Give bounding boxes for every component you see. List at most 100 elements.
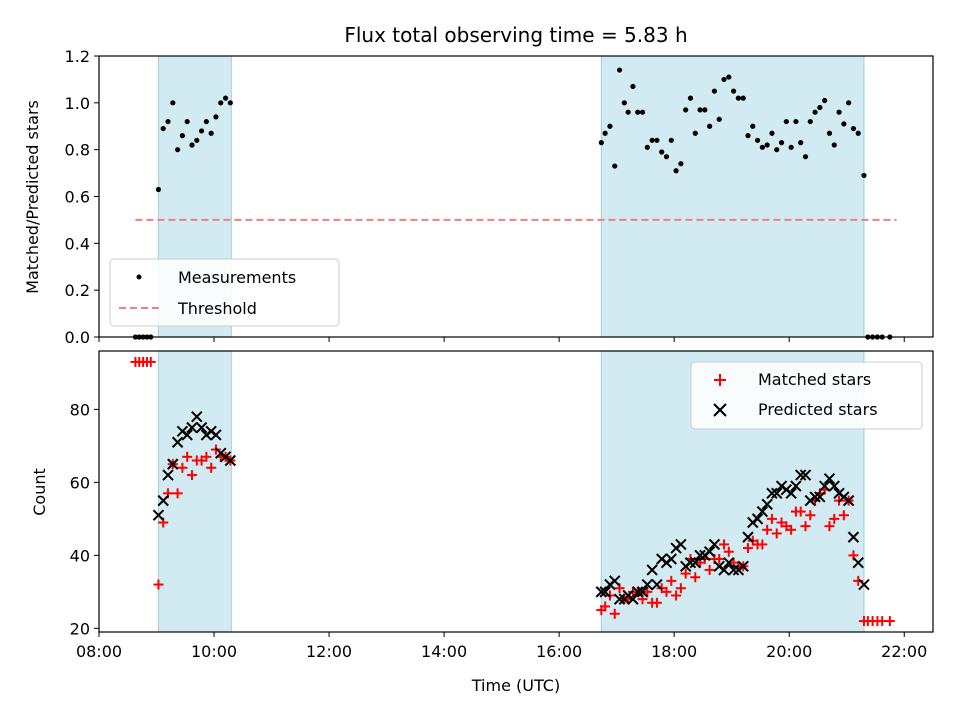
measurement-point (170, 100, 176, 106)
measurement-point (184, 118, 190, 125)
predicted-star-point (708, 538, 721, 551)
y-tick-label: 1.0 (65, 94, 90, 113)
bottom-y-axis-label: Count (30, 468, 49, 516)
measurement-point (759, 144, 765, 150)
predicted-star-point (689, 556, 701, 569)
measurement-point (621, 100, 627, 106)
measurement-point (764, 142, 770, 148)
matched-star-point (723, 546, 734, 557)
y-tick-label: 0.4 (65, 234, 90, 253)
measurement-point (683, 107, 689, 113)
measurement-point (198, 128, 205, 134)
predicted-star-point (751, 513, 764, 525)
measurement-point (179, 133, 185, 139)
y-tick-label: 0.6 (65, 188, 90, 207)
chart-title: Flux total observing time = 5.83 h (344, 23, 687, 47)
measurement-point (778, 140, 785, 146)
predicted-star-point (195, 421, 208, 434)
measurement-point (175, 147, 181, 153)
predicted-star-point (771, 487, 783, 500)
measurement-point (692, 130, 698, 136)
bottom-y-ticks: 20 40 60 80 (70, 400, 99, 638)
measurement-point (726, 74, 732, 80)
matched-star-point (771, 528, 782, 539)
predicted-star-point (737, 560, 749, 573)
predicted-star-point (627, 593, 639, 605)
predicted-star-point (742, 531, 754, 543)
predicted-star-point (723, 556, 735, 569)
measurement-point (616, 67, 623, 73)
matched-star-point (186, 470, 197, 481)
predicted-star-point (842, 494, 855, 507)
predicted-star-point (858, 578, 870, 591)
measurement-point (218, 100, 224, 106)
legend-threshold-label: Threshold (177, 299, 257, 318)
matched-star-point (766, 513, 777, 524)
measurement-point (598, 140, 604, 146)
measurement-point (155, 186, 162, 193)
measurement-point (826, 130, 833, 136)
matched-star-point (714, 554, 725, 565)
matched-star-point (651, 597, 662, 608)
y-tick-label: 60 (70, 473, 90, 492)
measurement-point (189, 142, 195, 148)
predicted-star-point (609, 575, 621, 587)
matched-star-point (704, 564, 715, 575)
matched-star-point (884, 616, 895, 627)
predicted-star-point (828, 480, 840, 492)
measurement-point (721, 76, 727, 83)
measurement-point (807, 118, 813, 125)
predicted-star-point (718, 564, 730, 576)
measurement-point (798, 140, 804, 146)
top-y-ticks: 0.0 0.2 0.4 0.6 0.8 1.0 1.2 (65, 47, 99, 347)
y-tick-label: 0.8 (65, 141, 90, 160)
measurement-point (659, 149, 665, 155)
matched-star-point (757, 539, 768, 550)
measurement-point (697, 107, 703, 113)
measurement-point (668, 137, 674, 143)
predicted-star-point (641, 578, 654, 591)
measurement-point (841, 121, 847, 127)
predicted-star-point (632, 586, 644, 598)
bottom-x-ticks: 08:00 10:00 12:00 14:00 16:00 18:00 20:00 22:00 (76, 632, 927, 661)
measurement-point (663, 154, 670, 160)
matched-star-point (786, 524, 797, 535)
matched-star-point (829, 513, 840, 524)
predicted-star-point (191, 410, 203, 423)
y-tick-label: 20 (70, 619, 90, 638)
predicted-star-point (636, 586, 649, 598)
matched-star-point (675, 583, 686, 594)
legend-measurements-marker (136, 274, 142, 280)
measurement-point (822, 97, 828, 104)
bottom-plot-frame (98, 350, 934, 633)
measurement-point (707, 123, 713, 129)
measurement-point (635, 109, 641, 115)
predicted-star-point (675, 538, 687, 551)
measurement-point (165, 118, 171, 125)
measurement-point (769, 130, 775, 136)
measurement-point (750, 123, 756, 129)
measurement-point (612, 163, 618, 169)
matched-star-point (805, 510, 816, 521)
measurement-point (203, 118, 209, 125)
matched-star-point (153, 579, 164, 590)
y-tick-label: 80 (70, 400, 90, 419)
x-tick-label: 18:00 (651, 642, 697, 661)
measurement-point (607, 123, 613, 129)
matched-star-point (172, 488, 183, 499)
matched-star-point (795, 506, 806, 517)
predicted-star-point (852, 556, 864, 569)
measurement-point (831, 142, 837, 148)
predicted-star-point (703, 546, 716, 558)
measurement-point (788, 144, 794, 150)
x-tick-label: 12:00 (306, 642, 352, 661)
bottom-legend: Matched stars Predicted stars (690, 361, 923, 430)
x-tick-label: 14:00 (421, 642, 467, 661)
y-tick-label: 40 (70, 546, 90, 565)
bottom-legend-box (690, 361, 923, 430)
measurement-point (654, 137, 660, 143)
legend-predicted-label: Predicted stars (758, 400, 878, 419)
predicted-star-point (818, 480, 831, 492)
measurement-point (630, 83, 636, 90)
